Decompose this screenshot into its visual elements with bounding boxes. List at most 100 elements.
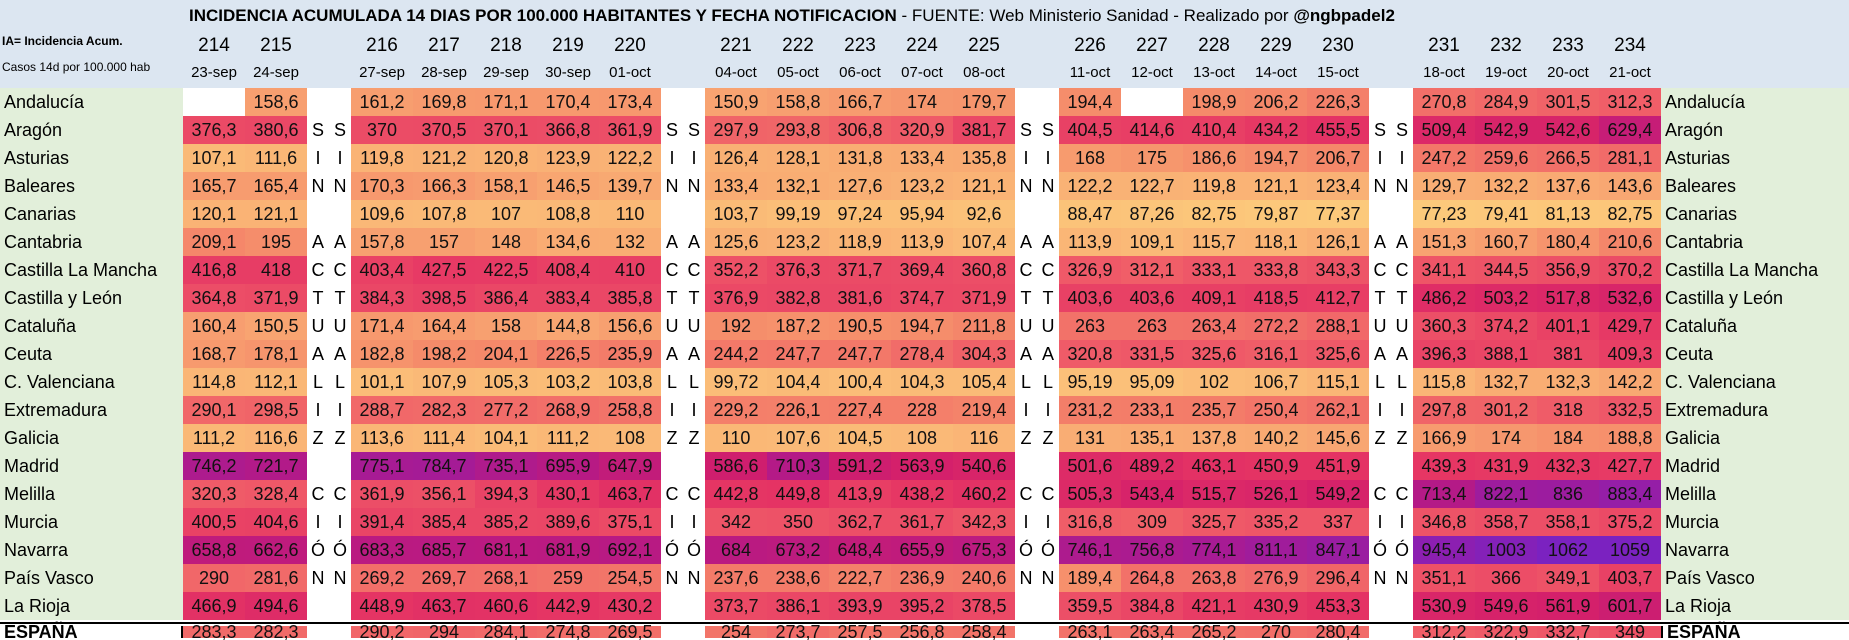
heat-cell: 296,4	[1307, 564, 1369, 592]
heat-cell: 349	[1599, 622, 1661, 640]
heat-cell: 681,9	[537, 536, 599, 564]
gap-letter: C	[665, 483, 679, 504]
heat-cell: 210,6	[1599, 228, 1661, 256]
heat-cell: 1062	[1537, 536, 1599, 564]
heat-cell: 265,2	[1183, 622, 1245, 640]
gap-letter: C	[311, 259, 325, 280]
heat-cell: 179,7	[953, 88, 1015, 116]
heat-cell: 304,3	[953, 340, 1015, 368]
author: @ngbpadel2	[1293, 6, 1395, 25]
heat-cell: 361,9	[351, 480, 413, 508]
heat-cell: 116,6	[245, 424, 307, 452]
heat-cell: 227,4	[829, 396, 891, 424]
gap-letter: Ó	[1372, 539, 1387, 560]
region-label: Murcia	[1661, 508, 1849, 536]
heat-cell: 263,4	[1183, 312, 1245, 340]
date: 14-oct	[1255, 64, 1297, 81]
date: 18-oct	[1423, 64, 1465, 81]
heat-cell: 128,1	[767, 144, 829, 172]
heat-cell: 198,9	[1183, 88, 1245, 116]
region-label: Cantabria	[0, 228, 183, 256]
gap-letter: L	[312, 371, 323, 392]
gap-letter: T	[1396, 287, 1408, 308]
gap-letter: U	[665, 315, 679, 336]
heat-cell: 486,2	[1413, 284, 1475, 312]
day-number: 216	[366, 34, 398, 56]
heat-cell: 455,5	[1307, 116, 1369, 144]
heat-cell: 108	[891, 424, 953, 452]
heat-cell: 166,3	[413, 172, 475, 200]
heat-cell: 364,8	[183, 284, 245, 312]
heat-cell: 129,7	[1413, 172, 1475, 200]
region-label: Cantabria	[1661, 228, 1849, 256]
title-rest: - FUENTE: Web Ministerio Sanidad - Reali…	[896, 6, 1294, 25]
heat-cell: 695,9	[537, 452, 599, 480]
heat-cell: 112,1	[245, 368, 307, 396]
gap-letter: U	[1373, 315, 1387, 336]
heat-cell: 278,4	[891, 340, 953, 368]
heat-cell: 335,2	[1245, 508, 1307, 536]
heat-cell: 79,87	[1245, 200, 1307, 228]
heat-cell: 107,1	[183, 144, 245, 172]
gap-letter: A	[665, 343, 678, 364]
heat-cell: 421,1	[1183, 592, 1245, 620]
heat-cell: 350	[767, 508, 829, 536]
heat-cell: 684	[705, 536, 767, 564]
heat-cell: 362,7	[829, 508, 891, 536]
gap-letter: I	[1399, 399, 1405, 420]
region-label: Melilla	[1661, 480, 1849, 508]
heat-cell: 369,4	[891, 256, 953, 284]
heat-cell: 175	[1121, 144, 1183, 172]
day-number: 228	[1198, 34, 1230, 56]
heat-cell: 403,4	[351, 256, 413, 284]
region-label: Castilla y León	[1661, 284, 1849, 312]
heat-cell: 194,4	[1059, 88, 1121, 116]
region-label: Extremadura	[1661, 396, 1849, 424]
heat-cell: 171,1	[475, 88, 537, 116]
heat-cell: 206,7	[1307, 144, 1369, 172]
gap-letter: Ó	[310, 539, 325, 560]
heat-cell: 549,2	[1307, 480, 1369, 508]
heat-cell: 328,4	[245, 480, 307, 508]
heat-cell: 448,9	[351, 592, 413, 620]
heat-cell: 526,1	[1245, 480, 1307, 508]
heat-cell: 272,2	[1245, 312, 1307, 340]
gap-letter: I	[337, 511, 343, 532]
heat-cell: 157	[413, 228, 475, 256]
region-label: Madrid	[1661, 452, 1849, 480]
heat-cell: 370,2	[1599, 256, 1661, 284]
heat-cell: 158,8	[767, 88, 829, 116]
gap-letter: Z	[1374, 427, 1386, 448]
heat-cell: 123,4	[1307, 172, 1369, 200]
region-label: ESPAÑA	[0, 622, 183, 640]
gap-letter: S	[311, 119, 324, 140]
heat-cell: 312,2	[1413, 622, 1475, 640]
date: 07-oct	[901, 64, 943, 81]
region-label: Navarra	[0, 536, 183, 564]
heat-cell: 438,2	[891, 480, 953, 508]
heat-cell: 692,1	[599, 536, 661, 564]
heat-cell: 290	[183, 564, 245, 592]
heat-cell: 366,8	[537, 116, 599, 144]
heat-cell: 442,8	[705, 480, 767, 508]
gap-letter: Z	[334, 427, 346, 448]
heat-cell: 385,2	[475, 508, 537, 536]
heat-cell: 137,6	[1537, 172, 1599, 200]
gap-letter: A	[311, 343, 324, 364]
heat-cell: 133,4	[891, 144, 953, 172]
gap-letter: Z	[1396, 427, 1408, 448]
region-label: Extremadura	[0, 396, 183, 424]
heat-cell: 111,6	[245, 144, 307, 172]
heat-cell: 121,2	[413, 144, 475, 172]
heat-cell: 774,1	[1183, 536, 1245, 564]
heat-cell: 132,1	[767, 172, 829, 200]
heat-cell: 431,9	[1475, 452, 1537, 480]
gap-letter: T	[334, 287, 346, 308]
gap-letter: C	[1041, 259, 1055, 280]
heat-cell: 349,1	[1537, 564, 1599, 592]
day-number: 224	[906, 34, 938, 56]
heat-cell: 460,2	[953, 480, 1015, 508]
heat-cell: 373,7	[705, 592, 767, 620]
heat-cell: 77,37	[1307, 200, 1369, 228]
heat-cell: 325,7	[1183, 508, 1245, 536]
